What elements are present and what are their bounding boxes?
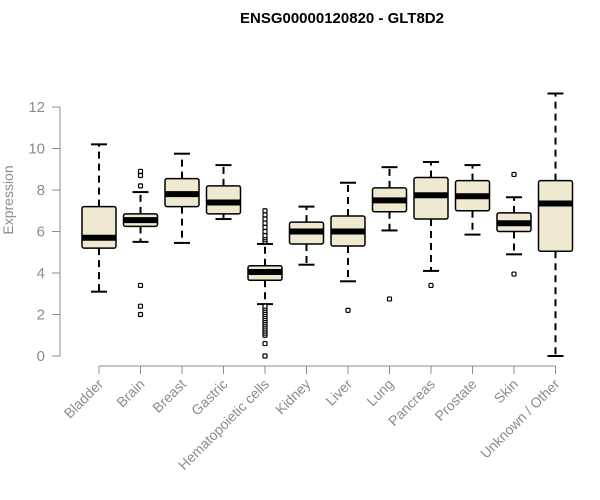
- iqr-box: [413, 176, 449, 220]
- box-kidney: [288, 205, 325, 266]
- box-plots: [81, 92, 574, 359]
- y-tick-label: 6: [37, 224, 45, 241]
- box-breast: [164, 152, 200, 244]
- outlier-point: [262, 224, 268, 230]
- y-tick-label: 12: [28, 99, 45, 116]
- y-tick-label: 10: [28, 141, 45, 158]
- iqr-box: [81, 205, 117, 249]
- outlier-point: [511, 271, 517, 277]
- outlier-point: [137, 172, 144, 179]
- box-bladder: [81, 143, 117, 293]
- outlier-point: [137, 183, 144, 189]
- box-liver: [330, 181, 366, 313]
- box-unknown-other: [537, 92, 574, 357]
- outlier-point: [428, 282, 434, 289]
- outlier-point: [262, 303, 268, 309]
- y-tick-label: 4: [37, 265, 45, 282]
- outlier-point: [137, 168, 144, 174]
- x-tick-label: Lung: [363, 376, 396, 409]
- x-tick-label: Brain: [113, 376, 147, 410]
- outlier-point: [262, 220, 268, 226]
- outlier-point: [137, 303, 144, 309]
- x-tick-label: Unknown / Other: [477, 376, 563, 462]
- y-tick-label: 8: [37, 182, 45, 199]
- outlier-point: [262, 212, 268, 218]
- outlier-point: [262, 216, 268, 222]
- outlier-point: [137, 282, 144, 289]
- outlier-point: [262, 233, 268, 239]
- x-tick-label: Skin: [491, 376, 522, 407]
- outlier-point: [262, 228, 268, 235]
- outlier-point: [511, 171, 517, 178]
- outlier-point: [262, 353, 268, 359]
- outlier-point: [137, 311, 144, 318]
- x-tick-label: Liver: [322, 376, 355, 409]
- y-axis: 0 2 4 6 8 10 12: [28, 99, 61, 365]
- x-tick-label: Prostate: [431, 376, 479, 424]
- y-axis-label: Expression: [0, 165, 16, 234]
- box-lung: [371, 166, 408, 302]
- x-tick-label: Kidney: [272, 376, 314, 418]
- outlier-point: [345, 307, 351, 313]
- box-prostate: [454, 164, 491, 236]
- x-tick-label: Breast: [149, 376, 189, 416]
- x-tick-label: Bladder: [61, 376, 107, 422]
- box-hematopoietic-cells: [247, 208, 283, 359]
- box-gastric: [205, 164, 242, 221]
- y-tick-label: 2: [37, 307, 45, 324]
- outlier-point: [262, 208, 268, 214]
- box-brain: [122, 168, 159, 318]
- y-tick-label: 0: [37, 348, 45, 365]
- chart-title: ENSG00000120820 - GLT8D2: [240, 10, 444, 27]
- iqr-box: [537, 179, 574, 252]
- outlier-point: [262, 340, 268, 347]
- box-skin: [496, 171, 532, 277]
- box-pancreas: [413, 160, 449, 289]
- outlier-point: [386, 296, 393, 302]
